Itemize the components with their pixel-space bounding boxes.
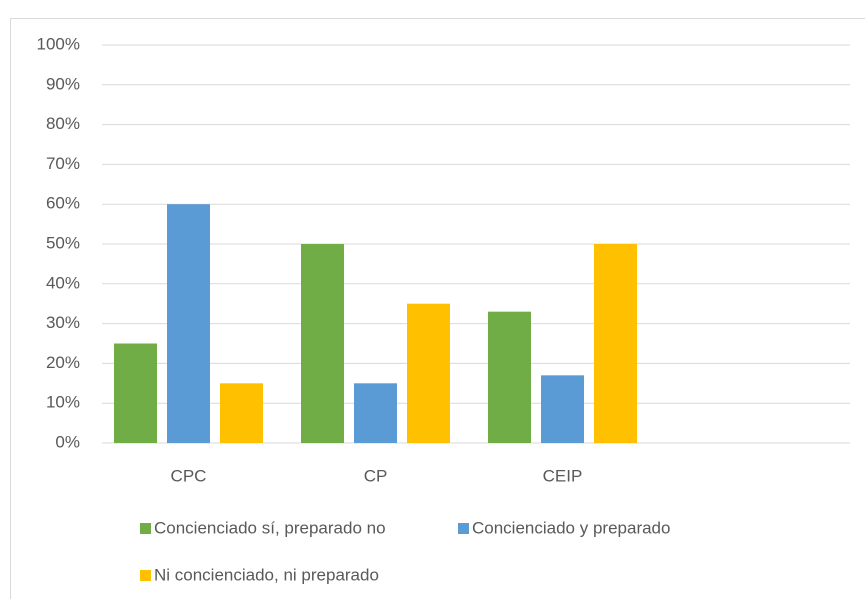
legend-swatch bbox=[458, 523, 469, 534]
y-tick-label: 30% bbox=[46, 313, 80, 332]
bar bbox=[167, 204, 210, 443]
y-tick-label: 40% bbox=[46, 273, 80, 292]
y-tick-label: 60% bbox=[46, 194, 80, 213]
legend-label: Concienciado sí, preparado no bbox=[154, 518, 386, 537]
bar bbox=[220, 383, 263, 443]
bar bbox=[541, 375, 584, 443]
y-tick-label: 90% bbox=[46, 74, 80, 93]
y-tick-label: 10% bbox=[46, 393, 80, 412]
y-tick-label: 20% bbox=[46, 353, 80, 372]
bar bbox=[114, 343, 157, 443]
y-tick-label: 100% bbox=[37, 34, 80, 53]
y-tick-label: 50% bbox=[46, 233, 80, 252]
legend-swatch bbox=[140, 523, 151, 534]
bar bbox=[488, 311, 531, 443]
legend-label: Ni concienciado, ni preparado bbox=[154, 565, 379, 584]
y-tick-label: 70% bbox=[46, 154, 80, 173]
bar bbox=[594, 244, 637, 443]
y-tick-label: 0% bbox=[55, 432, 80, 451]
y-tick-label: 80% bbox=[46, 114, 80, 133]
x-tick-label: CEIP bbox=[543, 466, 583, 485]
bar bbox=[407, 303, 450, 443]
x-tick-label: CPC bbox=[171, 466, 207, 485]
legend-swatch bbox=[140, 570, 151, 581]
x-tick-label: CP bbox=[364, 466, 388, 485]
bar bbox=[354, 383, 397, 443]
bar bbox=[301, 244, 344, 443]
legend-label: Concienciado y preparado bbox=[472, 518, 670, 537]
